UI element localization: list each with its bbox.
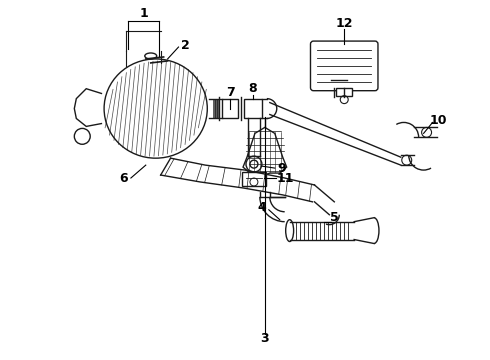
Text: 12: 12 bbox=[336, 17, 353, 30]
Text: 5: 5 bbox=[330, 211, 339, 224]
Text: 6: 6 bbox=[120, 171, 128, 185]
Bar bbox=[222, 99, 238, 118]
Text: 9: 9 bbox=[277, 162, 286, 175]
Text: 10: 10 bbox=[430, 114, 447, 127]
Text: 4: 4 bbox=[257, 201, 266, 214]
Text: 11: 11 bbox=[277, 171, 294, 185]
Text: 8: 8 bbox=[248, 82, 257, 95]
Text: 7: 7 bbox=[226, 86, 235, 99]
Text: 1: 1 bbox=[140, 7, 148, 20]
Text: 2: 2 bbox=[181, 39, 190, 51]
Text: 3: 3 bbox=[261, 332, 269, 345]
Bar bbox=[336, 88, 352, 96]
Bar bbox=[242, 172, 266, 186]
FancyBboxPatch shape bbox=[311, 41, 378, 91]
Polygon shape bbox=[243, 127, 287, 175]
Bar bbox=[244, 99, 262, 118]
